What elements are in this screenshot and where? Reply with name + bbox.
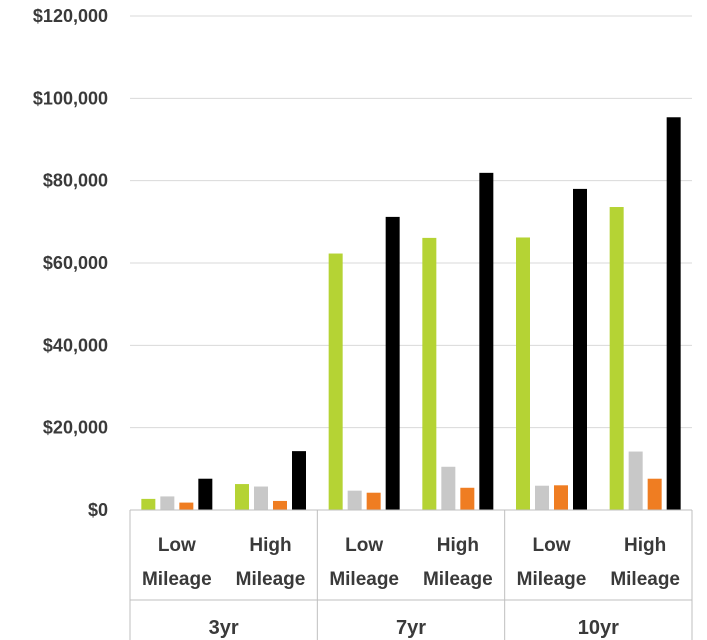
bar <box>516 237 530 510</box>
x-group-label: 7yr <box>396 617 426 639</box>
x-category-label: Mileage <box>329 569 399 590</box>
bar <box>235 484 249 510</box>
x-category-label: Low <box>345 535 383 556</box>
bar <box>273 500 287 510</box>
bar <box>441 466 456 510</box>
x-category-label: Mileage <box>236 569 306 590</box>
x-axis <box>129 509 693 640</box>
y-tick-label: $20,000 <box>43 418 108 438</box>
y-tick-label: $60,000 <box>43 253 108 273</box>
bar <box>628 451 643 510</box>
x-category-label: Mileage <box>423 569 493 590</box>
bar <box>573 188 587 510</box>
y-tick-label: $0 <box>88 500 108 520</box>
bar <box>422 237 437 510</box>
bar <box>479 172 494 510</box>
bar <box>160 496 175 510</box>
bar <box>385 216 400 511</box>
bar <box>460 487 475 510</box>
bar <box>347 490 362 510</box>
x-axis-category-labels: Low Mileage High Mileage 3yr Low Mileage High Mi… <box>142 535 680 639</box>
bar <box>141 498 156 510</box>
bar <box>609 207 624 510</box>
x-category-label: High <box>437 535 479 556</box>
bar <box>554 485 568 510</box>
y-tick-label: $40,000 <box>43 335 108 355</box>
bar <box>292 451 306 510</box>
x-category-label: Mileage <box>610 569 680 590</box>
bar <box>254 486 268 510</box>
bars <box>141 117 681 511</box>
grid-lines <box>130 15 692 429</box>
bar <box>198 478 213 510</box>
x-category-label: Low <box>158 535 196 556</box>
x-group-label: 10yr <box>578 617 619 639</box>
bar <box>535 485 549 510</box>
bar <box>366 492 381 510</box>
x-category-label: Mileage <box>142 569 212 590</box>
x-group-label: 3yr <box>209 617 239 639</box>
y-axis-tick-labels: $0 $20,000 $40,000 $60,000 $80,000 $100,000 $1… <box>33 6 108 520</box>
x-category-label: High <box>624 535 666 556</box>
x-category-label: High <box>249 535 291 556</box>
x-category-label: Mileage <box>517 569 587 590</box>
bar <box>179 502 194 510</box>
x-category-label: Low <box>533 535 571 556</box>
y-tick-label: $100,000 <box>33 88 108 108</box>
y-tick-label: $120,000 <box>33 6 108 26</box>
y-tick-label: $80,000 <box>43 171 108 191</box>
bar <box>666 117 681 511</box>
bar <box>328 253 343 510</box>
bar <box>647 478 662 510</box>
